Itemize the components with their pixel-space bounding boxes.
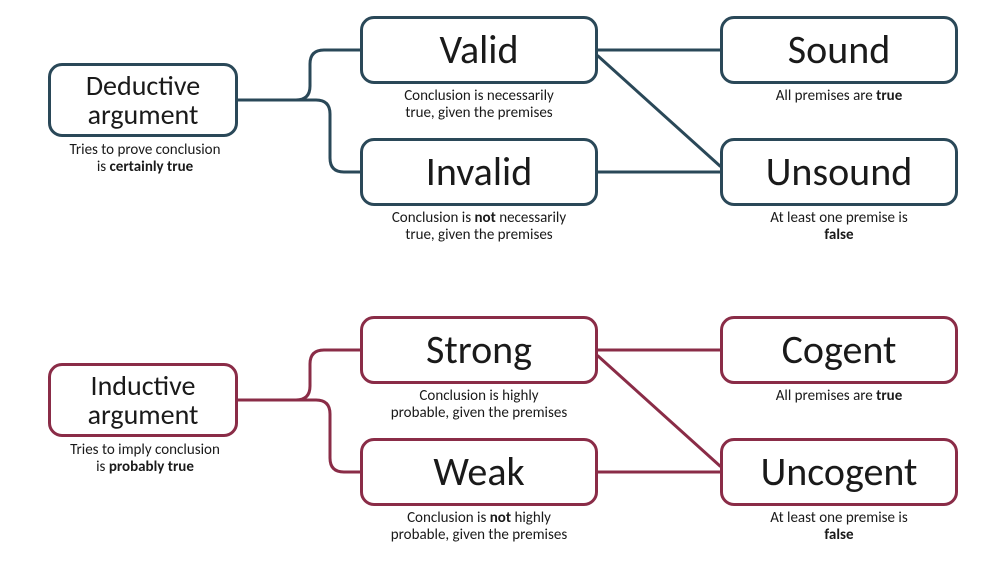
edge-ded-valid-ded-unsound [598, 56, 720, 166]
caption-ind-uncogent: At least one premise isfalse [720, 510, 958, 545]
node-ind-root: Inductiveargument [48, 363, 238, 437]
edge-ind-strong-ind-uncogent [598, 356, 720, 466]
node-ind-weak: Weak [360, 438, 598, 506]
bracket-inductive [238, 350, 360, 472]
node-ind-uncogent: Uncogent [720, 438, 958, 506]
node-ded-invalid: Invalid [360, 138, 598, 206]
caption-ded-valid: Conclusion is necessarilytrue, given the… [360, 88, 598, 123]
caption-ind-strong: Conclusion is highlyprobable, given the … [348, 388, 610, 423]
caption-ind-cogent: All premises are true [720, 388, 958, 405]
caption-ded-invalid: Conclusion is not necessarilytrue, given… [348, 210, 610, 245]
node-ded-root: Deductiveargument [48, 63, 238, 137]
node-ind-strong: Strong [360, 316, 598, 384]
caption-ded-sound: All premises are true [720, 88, 958, 105]
node-ded-sound: Sound [720, 16, 958, 84]
diagram-stage: { "canvas": { "width": 1000, "height": 5… [0, 0, 1000, 563]
node-ded-unsound: Unsound [720, 138, 958, 206]
caption-ind-root: Tries to imply conclusionis probably tru… [40, 442, 250, 477]
node-ind-cogent: Cogent [720, 316, 958, 384]
bracket-deductive [238, 50, 360, 172]
caption-ind-weak: Conclusion is not highlyprobable, given … [348, 510, 610, 545]
node-ded-valid: Valid [360, 16, 598, 84]
caption-ded-unsound: At least one premise isfalse [720, 210, 958, 245]
caption-ded-root: Tries to prove conclusionis certainly tr… [40, 142, 250, 177]
